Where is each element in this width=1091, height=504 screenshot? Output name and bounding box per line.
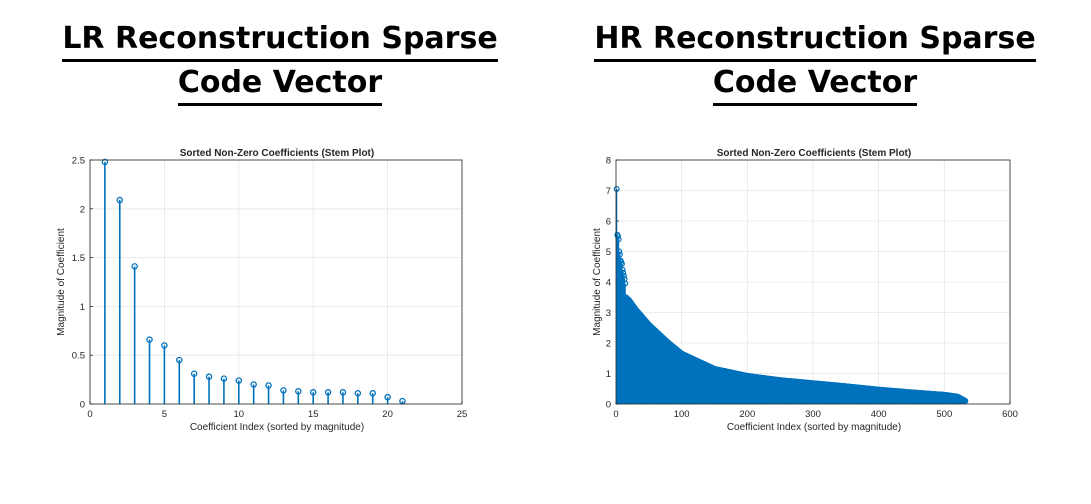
lr-stem-marker-6 [176,356,183,364]
hr-ytick-label-2: 2 [606,339,611,350]
lr-ytick-label-4: 2 [80,204,85,215]
hr-xtick-label-4: 400 [871,409,887,420]
lr-stem-marker-4 [146,336,153,343]
hr-stem-marker-10 [619,266,626,273]
lr-ytick-label-3: 1.5 [72,253,85,264]
hr-ytick-label-4: 4 [606,278,611,289]
lr-ytick-label-1: 0.5 [72,351,85,362]
hr-ytick-label-7: 7 [606,186,611,197]
lr-stems [101,158,406,405]
lr-axes: 0 5 10 15 20 25 0 0.5 1 1.5 2 2.5 [72,156,468,421]
right-heading-line2: Code Vector [712,62,918,106]
lr-ytick-label-0: 0 [80,400,85,411]
lr-stem-marker-19 [369,390,376,397]
lr-xtick-label-3: 15 [308,409,319,420]
lr-xtick-label-2: 10 [234,409,245,420]
lr-stem-marker-16 [324,389,332,396]
lr-stem-chart: 0 5 10 15 20 25 0 0.5 1 1.5 2 2.5 Sorted Non-Zero C… [56,148,467,433]
hr-xtick-label-2: 200 [739,409,755,420]
hr-stem-marker-9 [618,260,625,267]
hr-ytick-label-0: 0 [606,400,611,411]
hr-y-axis-label: Magnitude of Coefficient [592,228,603,336]
lr-xtick-label-5: 25 [457,409,468,420]
hr-ytick-label-8: 8 [606,156,611,167]
left-heading-line2: Code Vector [177,62,383,106]
hr-ytick-label-5: 5 [606,247,611,258]
left-panel-heading: LR Reconstruction Sparse Code Vector [20,18,540,106]
hr-xtick-label-6: 600 [1002,409,1018,420]
lr-stem-marker-7 [190,370,198,377]
hr-stem-marker-1 [613,185,620,192]
lr-stem-marker-14 [295,388,302,395]
hr-xtick-label-0: 0 [613,409,618,420]
lr-y-axis-label: Magnitude of Coefficient [56,228,67,336]
lr-stem-marker-10 [235,377,243,384]
hr-stem-marker-3 [614,233,621,240]
left-heading-line1: LR Reconstruction Sparse [62,18,498,62]
lr-stem-marker-9 [220,375,228,382]
hr-chart-title: Sorted Non-Zero Coefficients (Stem Plot) [717,148,911,159]
right-heading-line1: HR Reconstruction Sparse [594,18,1036,62]
hr-axes: 0 100 200 300 400 500 600 0 1 2 3 4 5 6 7 8 [606,156,1018,421]
lr-stem-marker-12 [265,382,272,389]
lr-xtick-label-4: 20 [382,409,393,420]
lr-stem-marker-13 [280,387,287,394]
hr-xtick-label-1: 100 [674,409,690,420]
hr-stem-chart: 0 100 200 300 400 500 600 0 1 2 3 4 5 6 7 8 Sorted Non-… [592,148,1018,433]
right-panel-heading: HR Reconstruction Sparse Code Vector [555,18,1075,106]
hr-x-axis-label: Coefficient Index (sorted by magnitude) [727,422,901,433]
hr-stem-marker-5 [616,248,623,255]
hr-stem-markers [613,185,969,404]
lr-stem-marker-20 [384,393,391,401]
hr-ytick-label-1: 1 [606,369,611,380]
lr-stem-marker-18 [354,390,362,397]
lr-stem-marker-3 [131,263,138,270]
lr-stem-marker-1 [101,158,109,166]
lr-stem-marker-8 [205,373,213,380]
lr-stem-marker-2 [116,196,124,204]
hr-xtick-label-3: 300 [805,409,821,420]
lr-plot-frame [89,159,463,405]
hr-stem-marker-6 [616,251,623,258]
lr-x-axis-label: Coefficient Index (sorted by magnitude) [190,422,364,433]
lr-chart-title: Sorted Non-Zero Coefficients (Stem Plot) [180,148,374,159]
lr-stem-marker-11 [250,381,257,388]
lr-xtick-label-1: 5 [162,409,167,420]
lr-stem-marker-5 [161,342,168,349]
hr-stem-marker-11 [620,269,627,276]
lr-xtick-label-0: 0 [87,409,92,420]
lr-ytick-label-5: 2.5 [72,156,85,167]
lr-ytick-label-2: 1 [80,302,85,313]
hr-stem-marker-532 [962,397,969,404]
hr-ytick-label-3: 3 [606,308,611,319]
hr-plot-frame [615,159,1011,405]
hr-ytick-label-6: 6 [606,217,611,228]
hr-stem-marker-14 [622,280,629,287]
lr-plot-area [90,160,462,404]
hr-xtick-label-5: 500 [936,409,952,420]
lr-stem-marker-15 [309,389,317,396]
lr-stem-marker-17 [339,389,347,396]
hr-stem-marker-12 [620,272,627,279]
